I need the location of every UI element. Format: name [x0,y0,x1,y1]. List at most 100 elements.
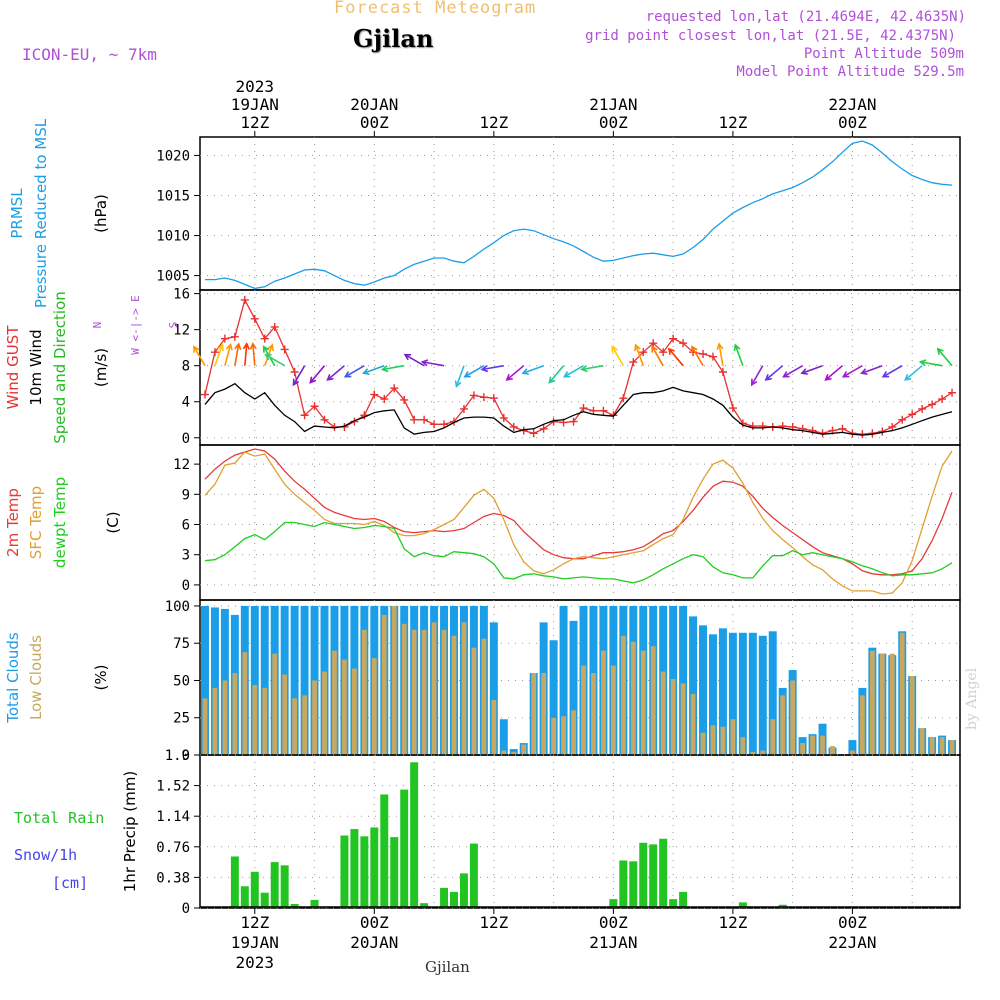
wind-direction-arrowhead [343,371,352,378]
gust-marker [629,358,638,367]
wind-direction-arrow [506,365,525,381]
gust-marker [888,422,897,431]
precip-left-label: Total Rain [14,809,104,827]
precipitation-ytick-label: 1.9 [165,748,190,764]
rain-bar [649,844,658,908]
rain-bar [619,860,628,908]
pressure-ytick-label: 1020 [156,148,190,164]
rain-bar [459,873,468,908]
clouds-unit-label: (%) [92,665,110,691]
total-cloud-bar [559,605,568,755]
temperature-left-label: SFC Temp [27,486,45,559]
rain-bar [340,835,349,908]
wind-direction-arrowhead [691,345,698,353]
wind-left-label: Wind GUST [4,325,22,410]
total-cloud-bar [210,607,219,755]
low-cloud-bar [242,652,248,755]
bottom-time-label: 12Z [479,913,508,932]
low-cloud-bar [591,673,596,755]
wind-direction-arrow [783,365,804,378]
wind-direction-arrow [214,344,224,366]
low-cloud-bar [411,629,417,755]
gust-marker [589,406,598,415]
rain-bar [350,829,359,908]
wind-direction-arrow [651,346,664,367]
low-cloud-bar [720,726,726,755]
model-label: ICON-EU, ~ 7km [22,45,157,64]
wind-direction-arrowhead [548,376,556,384]
bottom-time-label: 20JAN [350,933,398,952]
gust-marker [380,395,389,404]
header-watermark-title: Forecast Meteogram [334,0,537,18]
wind-left-label: 10m Wind [27,329,45,405]
low-cloud-bar [850,750,855,755]
wind-direction-arrowhead [800,368,808,375]
total-cloud-bar [718,628,727,755]
low-cloud-bar [929,737,935,755]
wind-direction-arrow [691,346,704,367]
low-cloud-bar [312,680,317,755]
low-cloud-bar [859,695,865,755]
panel-pressure: 1005 1010 1015 1020 PRMSL Pressure Reduced to… [8,118,961,308]
low-cloud-bar [292,698,298,755]
bottom-time-label: 00Z [838,913,867,932]
wind-direction-arrowhead [841,371,850,378]
gust-marker [948,388,957,397]
compass-n-label: N [91,322,104,329]
point-altitude: Point Altitude 509m [803,46,964,62]
gust-marker [918,404,927,413]
low-cloud-bar [531,673,537,755]
top-time-label: 00Z [838,113,867,132]
gust-marker [718,368,727,377]
gust-marker [898,415,907,424]
wind-direction-arrowhead [225,342,233,351]
wind-direction-arrow [842,365,863,378]
gust-marker [300,411,309,420]
wind-direction-arrowhead [193,345,200,353]
wind-direction-arrowhead [267,343,274,352]
wind-direction-arrow [404,354,425,367]
total-cloud-bar [728,632,737,755]
temperature-left-label: dewpt Temp [51,477,69,568]
total-cloud-bar [200,605,209,755]
low-cloud-bar [282,674,288,755]
wind-direction-arrowhead [904,373,912,381]
clouds-ytick-label: 75 [173,636,190,652]
total-cloud-bar [300,605,309,755]
gust-marker [708,352,717,361]
gust-marker [808,426,817,435]
precipitation-ytick-label: 1.14 [156,809,190,825]
gust-marker [469,391,478,400]
low-cloud-bar [830,746,835,755]
low-cloud-bar [252,684,258,755]
low-cloud-bar [551,717,556,755]
wind-direction-arrow [234,343,240,366]
wind-direction-arrowhead [667,347,675,355]
low-cloud-bar [620,635,626,755]
low-cloud-bar [939,737,945,755]
wind-direction-arrow [611,346,625,367]
wind-ytick-label: 16 [173,287,190,303]
wind-ytick-label: 12 [173,323,190,339]
temperature-series-line [204,448,953,576]
gust-marker [509,422,518,431]
wind-direction-arrow [882,365,903,378]
total-cloud-bar [689,616,698,755]
gust-marker [858,430,867,439]
wind-direction-arrowhead [580,365,588,373]
wind-direction-arrow [718,343,724,366]
gust-marker [410,415,419,424]
top-time-label: 00Z [360,113,389,132]
low-cloud-bar [212,687,218,755]
low-cloud-bar [810,735,815,755]
wind-direction-arrow [668,348,684,367]
wind-direction-arrow [455,365,465,387]
pressure-unit-label: (hPa) [92,194,110,233]
clouds-left-label: Low Clouds [27,635,45,720]
top-time-label: 12Z [240,113,269,132]
gust-marker [499,413,508,422]
gust-marker [430,420,439,429]
wind-direction-arrow [244,343,248,366]
gust-marker [758,422,767,431]
wind-direction-arrow [522,364,544,374]
